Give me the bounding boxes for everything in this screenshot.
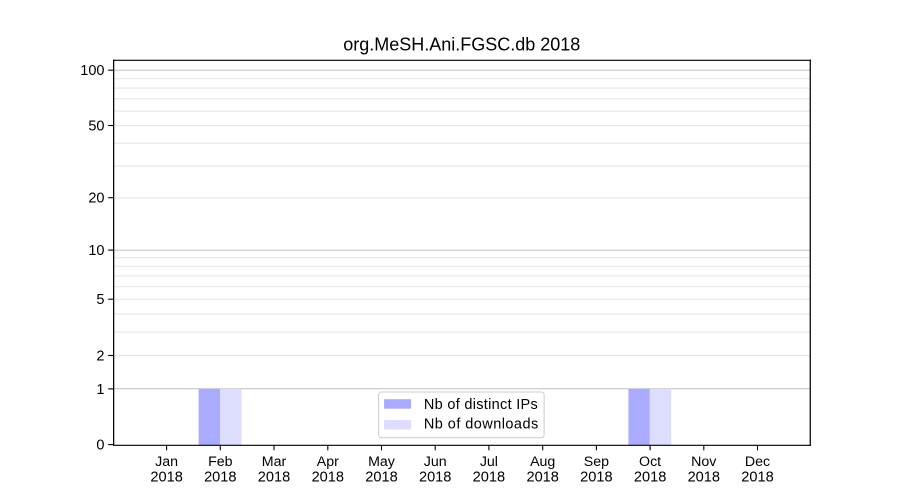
svg-text:Jul: Jul [480,454,498,470]
svg-text:2018: 2018 [580,469,612,485]
svg-text:May: May [368,454,396,470]
svg-text:2018: 2018 [419,469,451,485]
svg-text:2018: 2018 [204,469,236,485]
svg-text:org.MeSH.Ani.FGSC.db 2018: org.MeSH.Ani.FGSC.db 2018 [343,35,580,55]
svg-text:2018: 2018 [526,469,558,485]
svg-text:Dec: Dec [745,454,770,470]
svg-text:1: 1 [96,382,104,398]
svg-text:Apr: Apr [317,454,339,470]
svg-text:2018: 2018 [312,469,344,485]
svg-text:2018: 2018 [365,469,397,485]
svg-text:Jan: Jan [155,454,178,470]
svg-text:20: 20 [88,191,104,207]
svg-text:2018: 2018 [473,469,505,485]
svg-text:10: 10 [88,243,104,259]
svg-text:0: 0 [96,438,104,454]
svg-text:50: 50 [88,119,104,135]
svg-text:Mar: Mar [262,454,287,470]
svg-text:2018: 2018 [150,469,182,485]
svg-text:2: 2 [96,349,104,365]
svg-text:Sep: Sep [584,454,609,470]
svg-text:Nb of distinct IPs: Nb of distinct IPs [424,397,538,413]
svg-text:Nov: Nov [691,454,717,470]
svg-text:Nb of downloads: Nb of downloads [424,417,539,433]
svg-text:5: 5 [96,292,104,308]
svg-text:Feb: Feb [208,454,233,470]
svg-text:Oct: Oct [639,454,661,470]
svg-text:Jun: Jun [424,454,447,470]
svg-text:2018: 2018 [258,469,290,485]
svg-text:100: 100 [80,63,104,79]
svg-text:2018: 2018 [634,469,666,485]
svg-text:Aug: Aug [530,454,555,470]
svg-text:2018: 2018 [688,469,720,485]
svg-text:2018: 2018 [741,469,773,485]
